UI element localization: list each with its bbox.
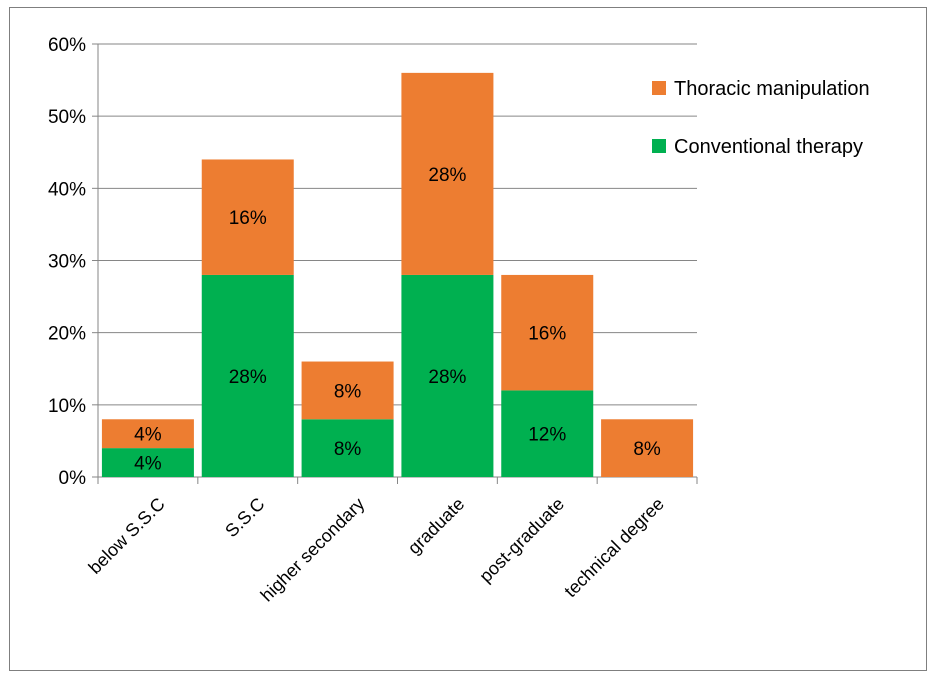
x-category-label: higher secondary — [257, 494, 369, 606]
y-tick-label: 30% — [48, 252, 86, 273]
data-label: 4% — [134, 425, 162, 446]
x-category-label: graduate — [404, 494, 468, 558]
legend-label: Conventional therapy — [674, 136, 863, 158]
data-label: 28% — [428, 367, 466, 388]
bar-segment — [501, 274, 594, 391]
bar-segment — [601, 419, 694, 477]
bar-segment — [401, 72, 494, 275]
data-label: 12% — [528, 425, 566, 446]
y-tick-label: 10% — [48, 396, 86, 417]
bar-segment — [501, 390, 594, 477]
y-tick-label: 50% — [48, 107, 86, 128]
data-label: 8% — [334, 381, 362, 402]
data-label: 8% — [334, 439, 362, 460]
x-category-label: post-graduate — [475, 494, 568, 587]
y-tick-label: 0% — [59, 468, 87, 489]
y-tick-label: 60% — [48, 35, 86, 56]
legend-swatch — [652, 139, 666, 153]
data-label: 16% — [229, 208, 267, 229]
data-label: 28% — [428, 165, 466, 186]
data-label: 8% — [633, 439, 661, 460]
data-label: 28% — [229, 367, 267, 388]
bar-segment — [301, 361, 394, 420]
bar-segment — [301, 419, 394, 477]
y-tick-label: 20% — [48, 324, 86, 345]
y-tick-label: 40% — [48, 179, 86, 200]
x-category-label: below S.S.C — [85, 494, 169, 578]
bar-segment — [101, 448, 194, 477]
bar-segment — [201, 274, 294, 477]
bar-segment — [101, 419, 194, 449]
x-category-label: technical degree — [560, 494, 668, 602]
legend-label: Thoracic manipulation — [674, 78, 870, 100]
x-category-label: S.S.C — [221, 494, 268, 541]
bar-segment — [401, 274, 494, 477]
legend-swatch — [652, 81, 666, 95]
data-label: 4% — [134, 454, 162, 475]
bar-segment — [201, 159, 294, 275]
data-label: 16% — [528, 324, 566, 345]
